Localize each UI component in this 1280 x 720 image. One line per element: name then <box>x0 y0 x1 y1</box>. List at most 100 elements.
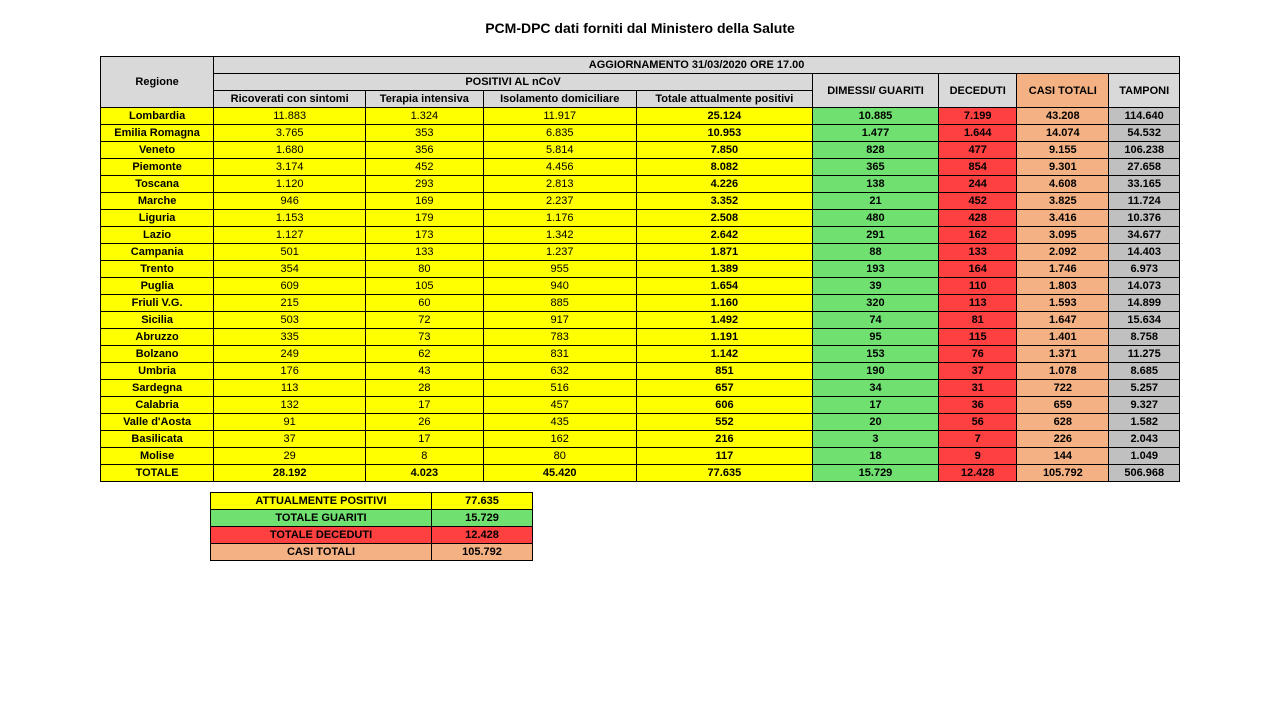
table-row: Umbria17643632851190371.0788.685 <box>101 363 1180 380</box>
table-row: Puglia6091059401.654391101.80314.073 <box>101 278 1180 295</box>
table-row: Campania5011331.2371.871881332.09214.403 <box>101 244 1180 261</box>
cell-terapia: 105 <box>366 278 483 295</box>
cell-totale-pos: 851 <box>636 363 812 380</box>
cell-terapia: 179 <box>366 210 483 227</box>
cell-isolamento: 1.237 <box>483 244 636 261</box>
cell-casi: 226 <box>1017 431 1109 448</box>
cell-regione: Lombardia <box>101 108 214 125</box>
summary-row: TOTALE DECEDUTI12.428 <box>211 527 533 544</box>
cell-dimessi: 20 <box>812 414 938 431</box>
cell-terapia: 62 <box>366 346 483 363</box>
cell-deceduti: 76 <box>939 346 1017 363</box>
cell-casi: 9.301 <box>1017 159 1109 176</box>
cell-tamponi: 1.049 <box>1109 448 1180 465</box>
cell-totale-pos: 25.124 <box>636 108 812 125</box>
cell-ricoverati: 335 <box>214 329 366 346</box>
cell-ricoverati: 1.153 <box>214 210 366 227</box>
table-row: Liguria1.1531791.1762.5084804283.41610.3… <box>101 210 1180 227</box>
cell-dimessi: 18 <box>812 448 938 465</box>
table-row: Sardegna1132851665734317225.257 <box>101 380 1180 397</box>
cell-regione: Toscana <box>101 176 214 193</box>
cell-ricoverati: 37 <box>214 431 366 448</box>
cell-regione: Molise <box>101 448 214 465</box>
cell-terapia: 72 <box>366 312 483 329</box>
cell-tamponi: 14.073 <box>1109 278 1180 295</box>
table-row: Molise298801171891441.049 <box>101 448 1180 465</box>
cell-terapia: 17 <box>366 431 483 448</box>
cell-deceduti: 428 <box>939 210 1017 227</box>
cell-totale-pos: 1.654 <box>636 278 812 295</box>
table-row: Lazio1.1271731.3422.6422911623.09534.677 <box>101 227 1180 244</box>
hdr-isolamento: Isolamento domiciliare <box>483 91 636 108</box>
cell-ricoverati: 28.192 <box>214 465 366 482</box>
table-row: Toscana1.1202932.8134.2261382444.60833.1… <box>101 176 1180 193</box>
cell-ricoverati: 91 <box>214 414 366 431</box>
cell-isolamento: 917 <box>483 312 636 329</box>
cell-isolamento: 516 <box>483 380 636 397</box>
cell-terapia: 173 <box>366 227 483 244</box>
cell-totale-pos: 2.642 <box>636 227 812 244</box>
cell-casi: 9.155 <box>1017 142 1109 159</box>
table-row: Basilicata3717162216372262.043 <box>101 431 1180 448</box>
cell-totale-pos: 1.160 <box>636 295 812 312</box>
cell-totale-pos: 2.508 <box>636 210 812 227</box>
hdr-regione: Regione <box>101 57 214 108</box>
cell-dimessi: 39 <box>812 278 938 295</box>
cell-totale-pos: 1.389 <box>636 261 812 278</box>
table-total-row: TOTALE28.1924.02345.42077.63515.72912.42… <box>101 465 1180 482</box>
cell-regione: Lazio <box>101 227 214 244</box>
cell-totale-pos: 552 <box>636 414 812 431</box>
cell-terapia: 4.023 <box>366 465 483 482</box>
cell-regione: Friuli V.G. <box>101 295 214 312</box>
cell-tamponi: 2.043 <box>1109 431 1180 448</box>
summary-row: TOTALE GUARITI15.729 <box>211 510 533 527</box>
cell-regione: Sicilia <box>101 312 214 329</box>
cell-tamponi: 9.327 <box>1109 397 1180 414</box>
cell-totale-pos: 4.226 <box>636 176 812 193</box>
cell-deceduti: 1.644 <box>939 125 1017 142</box>
cell-deceduti: 81 <box>939 312 1017 329</box>
cell-ricoverati: 3.174 <box>214 159 366 176</box>
cell-casi: 1.593 <box>1017 295 1109 312</box>
cell-dimessi: 34 <box>812 380 938 397</box>
table-row: Trento354809551.3891931641.7466.973 <box>101 261 1180 278</box>
cell-regione: Sardegna <box>101 380 214 397</box>
cell-dimessi: 153 <box>812 346 938 363</box>
hdr-totale-pos: Totale attualmente positivi <box>636 91 812 108</box>
cell-regione: Umbria <box>101 363 214 380</box>
cell-terapia: 26 <box>366 414 483 431</box>
cell-terapia: 452 <box>366 159 483 176</box>
cell-tamponi: 11.724 <box>1109 193 1180 210</box>
cell-deceduti: 36 <box>939 397 1017 414</box>
cell-casi: 2.092 <box>1017 244 1109 261</box>
cell-dimessi: 3 <box>812 431 938 448</box>
cell-ricoverati: 501 <box>214 244 366 261</box>
cell-casi: 105.792 <box>1017 465 1109 482</box>
cell-tamponi: 11.275 <box>1109 346 1180 363</box>
cell-terapia: 1.324 <box>366 108 483 125</box>
cell-dimessi: 138 <box>812 176 938 193</box>
cell-regione: Bolzano <box>101 346 214 363</box>
cell-casi: 144 <box>1017 448 1109 465</box>
cell-isolamento: 4.456 <box>483 159 636 176</box>
cell-isolamento: 783 <box>483 329 636 346</box>
cell-totale-pos: 77.635 <box>636 465 812 482</box>
cell-casi: 3.095 <box>1017 227 1109 244</box>
cell-tamponi: 14.899 <box>1109 295 1180 312</box>
cell-dimessi: 193 <box>812 261 938 278</box>
cell-regione: Campania <box>101 244 214 261</box>
cell-casi: 43.208 <box>1017 108 1109 125</box>
cell-ricoverati: 354 <box>214 261 366 278</box>
cell-ricoverati: 1.120 <box>214 176 366 193</box>
cell-totale-pos: 657 <box>636 380 812 397</box>
cell-casi: 1.647 <box>1017 312 1109 329</box>
cell-isolamento: 632 <box>483 363 636 380</box>
cell-terapia: 353 <box>366 125 483 142</box>
cell-ricoverati: 176 <box>214 363 366 380</box>
cell-deceduti: 110 <box>939 278 1017 295</box>
cell-terapia: 73 <box>366 329 483 346</box>
cell-deceduti: 477 <box>939 142 1017 159</box>
cell-terapia: 293 <box>366 176 483 193</box>
hdr-deceduti: DECEDUTI <box>939 74 1017 108</box>
cell-terapia: 28 <box>366 380 483 397</box>
